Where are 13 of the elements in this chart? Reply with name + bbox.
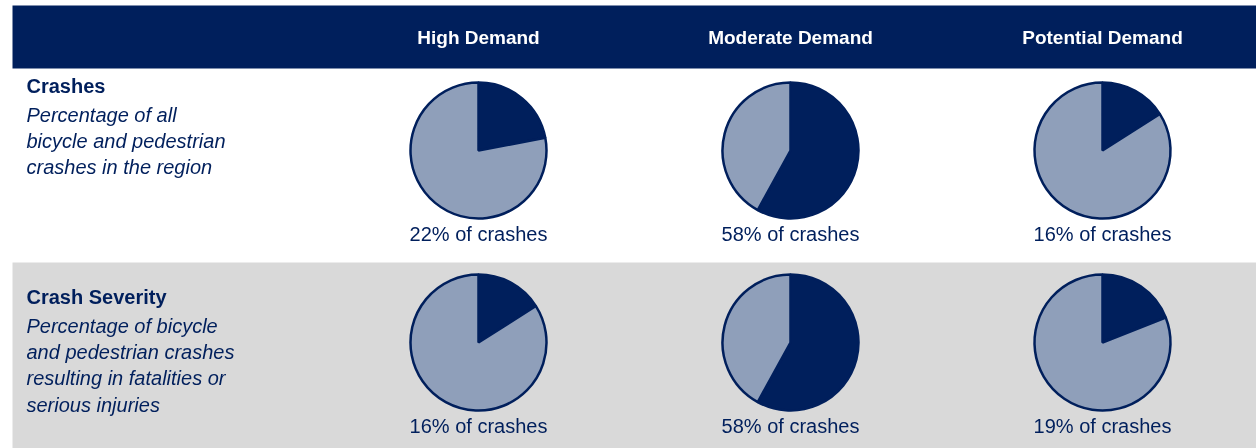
text: Crash Severity	[26, 285, 168, 308]
text: Crashes	[26, 74, 106, 97]
chart-title: High Demand	[417, 27, 540, 48]
text: Percentage of bicycle and pedestrian crashes resulting in fatalities or serious injuries	[26, 314, 235, 416]
text: 58% of crashes	[721, 414, 860, 437]
text: 16% of crashes	[409, 414, 548, 437]
text: 19% of crashes	[1033, 414, 1172, 437]
text: Percentage of all bicycle and pedestrian crashes in the region	[26, 103, 226, 179]
chart-title: Moderate Demand	[708, 27, 873, 48]
text: 16% of crashes	[1033, 222, 1172, 245]
text: 58% of crashes	[721, 222, 860, 245]
text: 22% of crashes	[409, 222, 548, 245]
chart-title: Potential Demand	[1022, 27, 1183, 48]
